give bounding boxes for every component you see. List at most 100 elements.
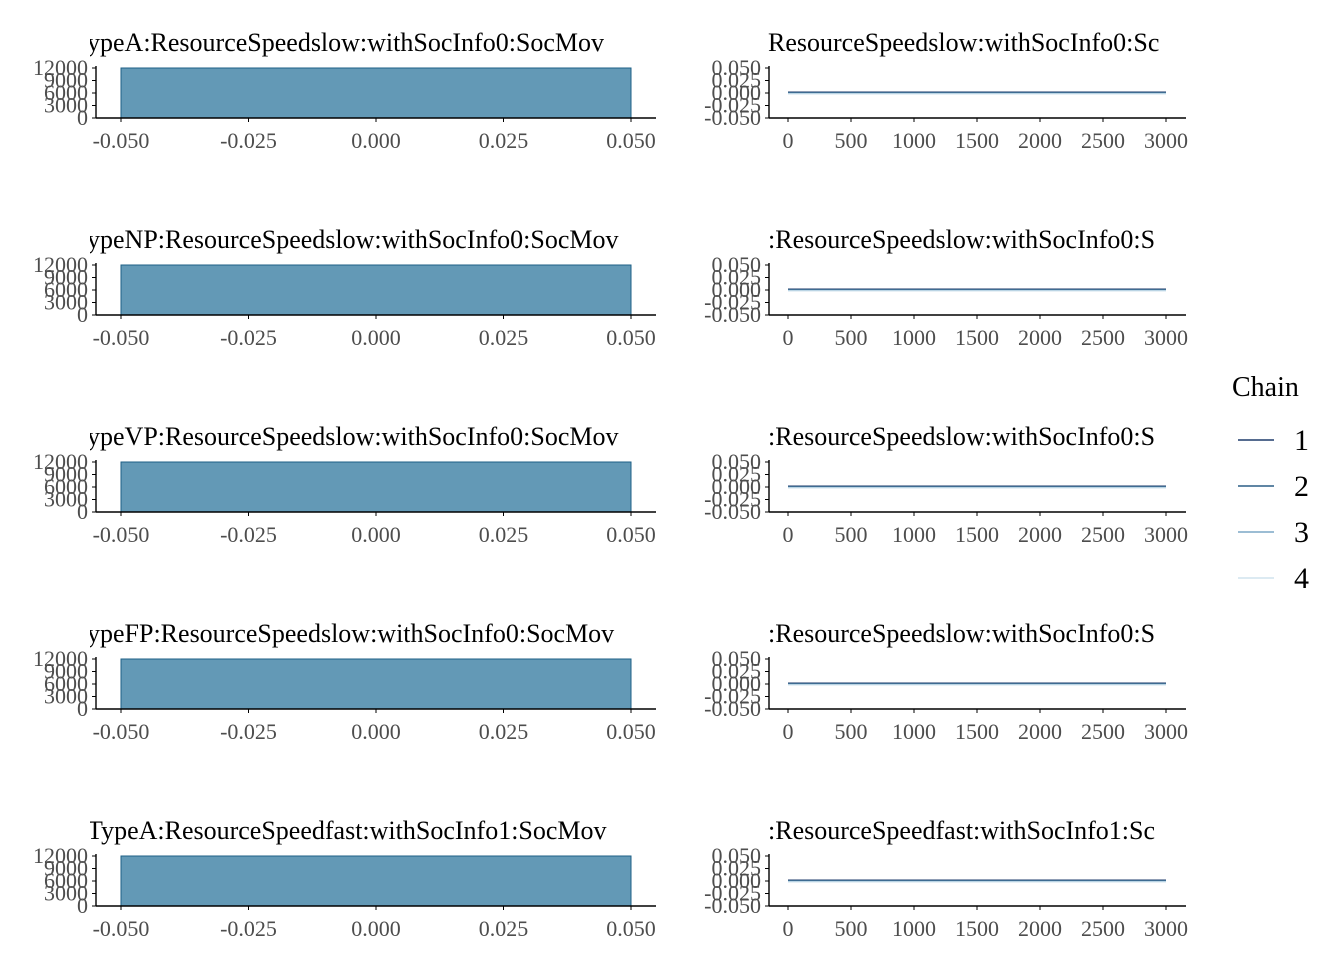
y-tick-label: 0.050 [712,55,762,80]
x-tick-label: 0.000 [351,325,401,350]
y-tick-label: 6000 [44,671,88,696]
y-tick-label: 9000 [44,659,88,684]
x-tick-label: -0.025 [220,916,277,941]
legend-title: Chain [1232,372,1299,403]
y-tick-label: -0.025 [704,93,761,118]
histogram-bar [120,658,632,710]
x-tick-label: 2500 [1081,325,1125,350]
x-tick-label: 1000 [892,128,936,153]
legend-label: 1 [1294,424,1309,457]
x-tick-label: 0 [783,719,794,744]
y-tick-label: 12000 [33,843,88,868]
x-tick-label: 0 [783,522,794,547]
y-tick-label: 0.025 [712,856,762,881]
x-tick-label: 0 [783,128,794,153]
legend-label: 4 [1294,562,1309,595]
x-tick-label: 2500 [1081,522,1125,547]
x-tick-label: 0.000 [351,916,401,941]
histogram-bar [120,855,632,907]
x-tick-label: 1500 [955,719,999,744]
panel-title: ypeA:ResourceSpeedslow:withSocInfo0:SocM… [87,28,604,57]
y-tick-label: 12000 [33,252,88,277]
y-tick-label: 0 [77,696,88,721]
y-tick-label: 0.050 [712,252,762,277]
y-tick-label: -0.050 [704,696,761,721]
x-tick-label: 1000 [892,916,936,941]
y-tick-label: -0.050 [704,499,761,524]
y-tick-label: 3000 [44,487,88,512]
x-tick-label: 3000 [1144,325,1188,350]
panel-4-trace: :ResourceSpeedslow:withSocInfo0:S 0 500 100… [704,619,1188,744]
y-tick-label: 0 [77,893,88,918]
y-tick-label: 3000 [44,881,88,906]
y-tick-label: 0 [77,302,88,327]
x-tick-label: -0.050 [93,719,150,744]
x-tick-label: 2000 [1018,325,1062,350]
x-tick-label: 0.050 [606,916,656,941]
x-tick-label: 2000 [1018,719,1062,744]
x-tick-label: 2000 [1018,522,1062,547]
y-tick-label: 0.025 [712,68,762,93]
y-tick-label: 0.000 [712,474,762,499]
y-tick-label: 12000 [33,55,88,80]
x-tick-label: -0.050 [93,325,150,350]
x-tick-label: -0.025 [220,128,277,153]
y-tick-label: 0.025 [712,265,762,290]
x-tick-label: 0.050 [606,719,656,744]
x-tick-label: 1000 [892,719,936,744]
histogram-bar [120,461,632,513]
y-tick-label: 12000 [33,449,88,474]
x-tick-label: 500 [835,522,868,547]
y-tick-label: 0.025 [712,462,762,487]
panel-title: ResourceSpeedslow:withSocInfo0:Sc [768,28,1159,57]
x-tick-label: -0.025 [220,522,277,547]
panel-title: ypeVP:ResourceSpeedslow:withSocInfo0:Soc… [87,422,619,451]
x-tick-label: 3000 [1144,128,1188,153]
y-tick-label: 3000 [44,290,88,315]
x-tick-label: -0.025 [220,325,277,350]
x-tick-label: 0.050 [606,325,656,350]
x-tick-label: 0.025 [479,719,529,744]
x-tick-label: 2500 [1081,916,1125,941]
y-tick-label: 0.025 [712,659,762,684]
x-tick-label: 3000 [1144,916,1188,941]
x-tick-label: 0.000 [351,719,401,744]
legend: Chain 1 2 3 4 [1232,372,1309,595]
y-tick-label: 9000 [44,856,88,881]
x-tick-label: 0.025 [479,325,529,350]
panel-title: :ResourceSpeedslow:withSocInfo0:S [768,619,1155,648]
y-tick-label: 0.050 [712,843,762,868]
x-tick-label: 0.000 [351,522,401,547]
x-tick-label: 2500 [1081,719,1125,744]
y-tick-label: 6000 [44,474,88,499]
panel-2-trace: :ResourceSpeedslow:withSocInfo0:S 0 500 100… [704,225,1188,350]
x-tick-label: 0.050 [606,522,656,547]
y-tick-label: 6000 [44,277,88,302]
x-tick-label: 0.025 [479,916,529,941]
panel-5-trace: :ResourceSpeedfast:withSocInfo1:Sc 0 500 10… [704,816,1188,941]
x-tick-label: 2000 [1018,916,1062,941]
x-tick-label: 0 [783,325,794,350]
legend-label: 3 [1294,516,1309,549]
panel-title: TypeA:ResourceSpeedfast:withSocInfo1:Soc… [87,816,607,845]
panel-3-trace: :ResourceSpeedslow:withSocInfo0:S 0 500 100… [704,422,1188,547]
y-tick-label: -0.025 [704,881,761,906]
panel-4-hist: ypeFP:ResourceSpeedslow:withSocInfo0:Soc… [33,619,656,744]
y-tick-label: -0.050 [704,893,761,918]
legend-label: 2 [1294,470,1309,503]
panel-title: :ResourceSpeedslow:withSocInfo0:S [768,225,1155,254]
x-tick-label: 500 [835,916,868,941]
x-tick-label: 500 [835,325,868,350]
x-tick-label: 1500 [955,128,999,153]
y-tick-label: 9000 [44,462,88,487]
y-tick-label: 0.000 [712,277,762,302]
x-tick-label: 2500 [1081,128,1125,153]
x-tick-label: 1000 [892,522,936,547]
y-tick-label: 0 [77,105,88,130]
x-tick-label: 3000 [1144,522,1188,547]
panel-title: :ResourceSpeedslow:withSocInfo0:S [768,422,1155,451]
x-tick-label: 1500 [955,522,999,547]
panel-5-hist: TypeA:ResourceSpeedfast:withSocInfo1:Soc… [33,816,656,941]
x-tick-label: -0.050 [93,522,150,547]
